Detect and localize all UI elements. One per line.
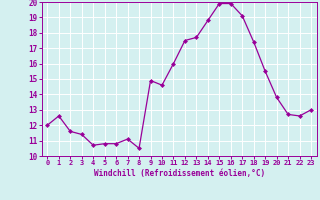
X-axis label: Windchill (Refroidissement éolien,°C): Windchill (Refroidissement éolien,°C) — [94, 169, 265, 178]
